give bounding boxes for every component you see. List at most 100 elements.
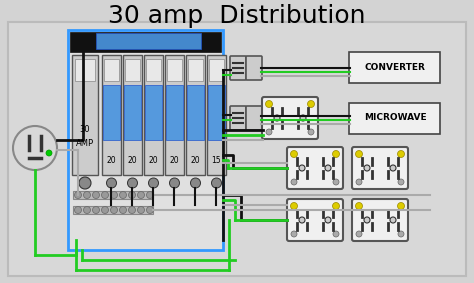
FancyBboxPatch shape [72,55,98,175]
Circle shape [146,192,154,198]
FancyBboxPatch shape [123,55,142,175]
FancyBboxPatch shape [145,85,162,140]
Circle shape [291,179,297,185]
Circle shape [325,165,331,171]
Circle shape [137,192,145,198]
Circle shape [299,165,305,171]
FancyBboxPatch shape [352,147,408,189]
Text: 15: 15 [212,156,221,165]
Circle shape [398,179,404,185]
Circle shape [291,151,298,158]
Circle shape [119,192,127,198]
FancyBboxPatch shape [124,85,141,140]
FancyBboxPatch shape [125,59,140,81]
Circle shape [398,203,404,209]
FancyBboxPatch shape [188,59,203,81]
Text: 20: 20 [149,156,158,165]
Text: 20: 20 [191,156,201,165]
Circle shape [107,178,117,188]
FancyBboxPatch shape [103,85,120,140]
FancyBboxPatch shape [165,55,184,175]
Circle shape [332,151,339,158]
FancyBboxPatch shape [287,199,343,241]
Circle shape [13,126,57,170]
FancyBboxPatch shape [167,59,182,81]
FancyBboxPatch shape [262,97,318,139]
Circle shape [46,150,52,156]
Circle shape [364,165,370,171]
Circle shape [390,165,396,171]
Text: MICROWAVE: MICROWAVE [364,113,426,123]
Circle shape [333,179,339,185]
FancyBboxPatch shape [352,199,408,241]
FancyBboxPatch shape [349,102,440,134]
FancyBboxPatch shape [73,206,153,214]
Circle shape [128,192,136,198]
FancyBboxPatch shape [209,59,224,81]
Text: AMP: AMP [76,139,94,148]
Circle shape [265,100,273,108]
FancyBboxPatch shape [96,33,201,49]
Circle shape [291,231,297,237]
Circle shape [128,178,137,188]
FancyBboxPatch shape [146,59,161,81]
FancyBboxPatch shape [230,106,246,130]
FancyBboxPatch shape [73,191,153,199]
Circle shape [299,217,305,223]
Circle shape [101,192,109,198]
Text: CONVERTER: CONVERTER [365,63,426,72]
Circle shape [110,207,118,213]
FancyBboxPatch shape [104,59,119,81]
Circle shape [356,151,363,158]
FancyBboxPatch shape [187,85,204,140]
Circle shape [128,207,136,213]
Circle shape [333,231,339,237]
Text: 30: 30 [80,125,91,134]
Circle shape [83,192,91,198]
Text: 20: 20 [170,156,179,165]
FancyBboxPatch shape [208,85,225,140]
Circle shape [101,207,109,213]
Circle shape [211,178,221,188]
Circle shape [83,207,91,213]
FancyBboxPatch shape [186,55,205,175]
Circle shape [137,207,145,213]
FancyBboxPatch shape [349,52,440,83]
Circle shape [398,231,404,237]
FancyBboxPatch shape [246,56,262,80]
FancyBboxPatch shape [287,147,343,189]
Circle shape [308,129,314,135]
FancyBboxPatch shape [8,22,466,276]
FancyBboxPatch shape [230,56,246,80]
Circle shape [364,217,370,223]
Circle shape [274,115,280,121]
Circle shape [170,178,180,188]
Circle shape [92,207,100,213]
FancyBboxPatch shape [207,55,226,175]
Circle shape [191,178,201,188]
FancyBboxPatch shape [102,55,121,175]
Circle shape [332,203,339,209]
Circle shape [291,203,298,209]
Circle shape [148,178,158,188]
Circle shape [356,231,362,237]
Circle shape [110,192,118,198]
Circle shape [74,192,82,198]
FancyBboxPatch shape [166,85,183,140]
FancyBboxPatch shape [144,55,163,175]
Circle shape [92,192,100,198]
Circle shape [300,115,306,121]
Circle shape [119,207,127,213]
Circle shape [146,207,154,213]
Circle shape [308,100,315,108]
FancyBboxPatch shape [68,30,223,250]
Circle shape [325,217,331,223]
Circle shape [390,217,396,223]
Text: 20: 20 [107,156,116,165]
Circle shape [79,177,91,189]
Circle shape [266,129,272,135]
Text: 30 amp  Distribution: 30 amp Distribution [108,4,366,28]
Circle shape [398,151,404,158]
Circle shape [356,179,362,185]
Circle shape [74,207,82,213]
